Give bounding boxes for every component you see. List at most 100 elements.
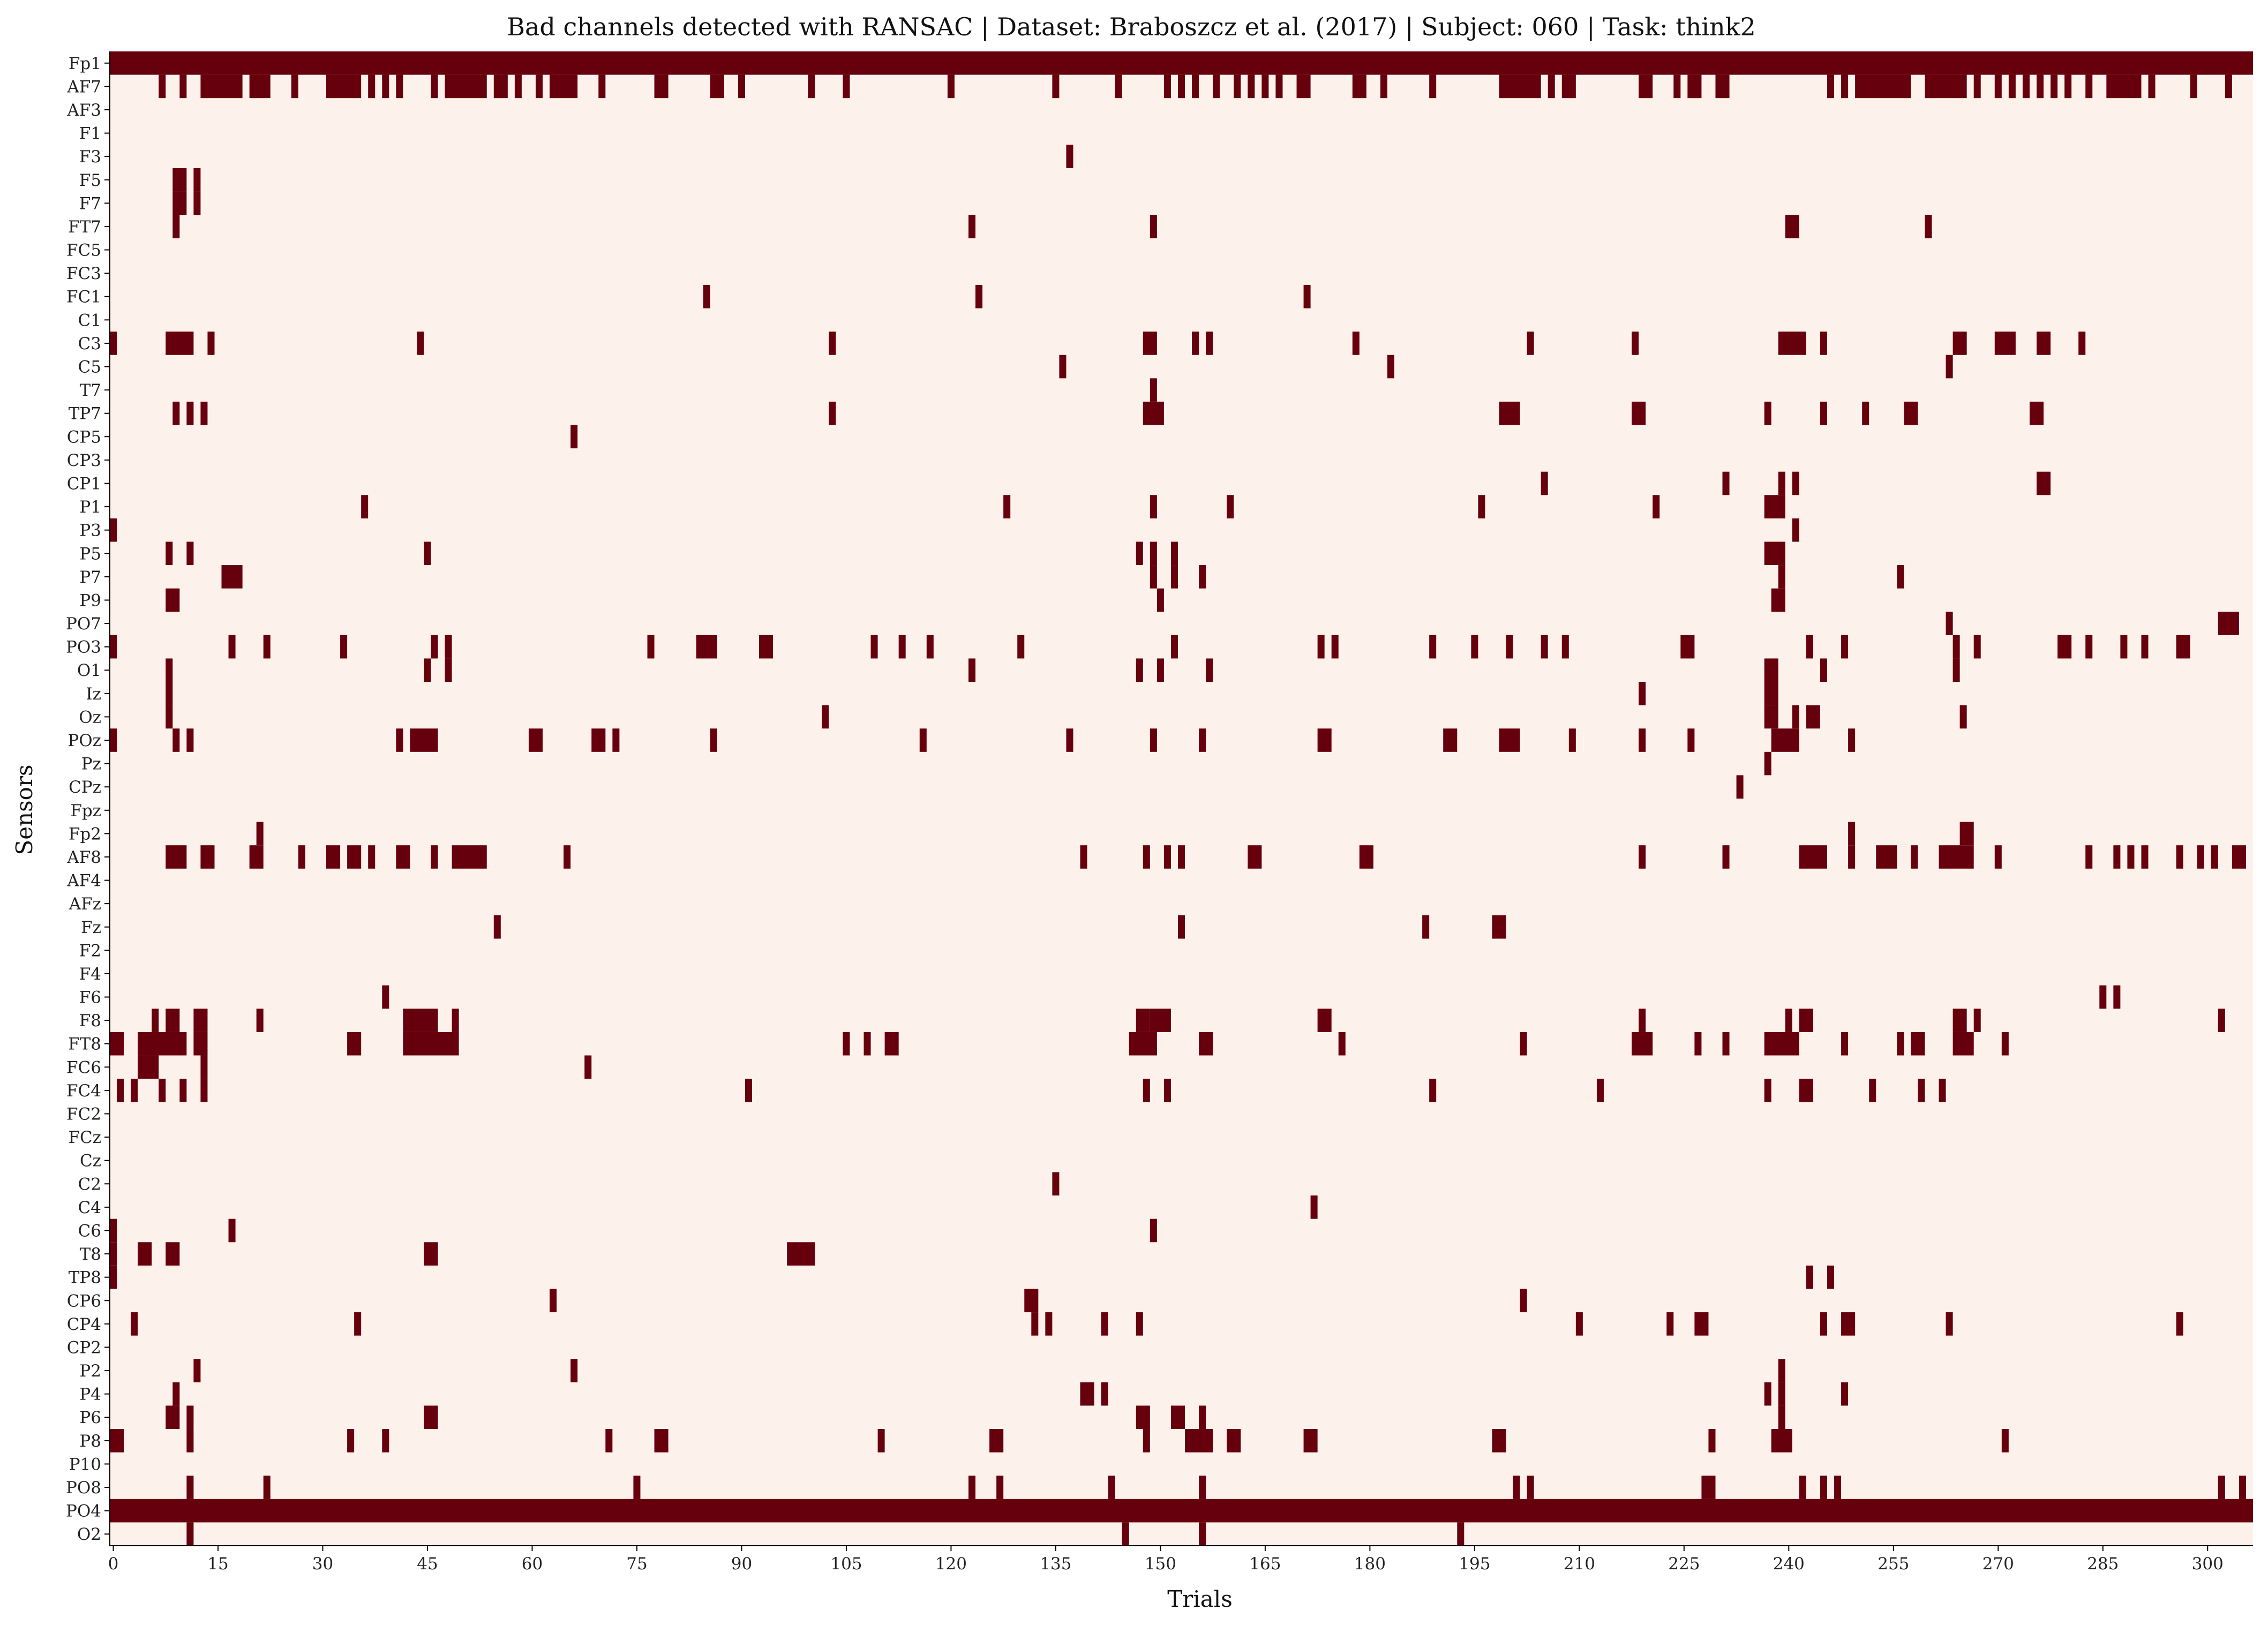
bad-cell-FT7 <box>1150 215 1157 238</box>
bad-cell-FT8 <box>193 1032 208 1056</box>
bad-cell-C3 <box>1632 332 1639 355</box>
bad-cell-C3 <box>1192 332 1199 355</box>
bad-cell-P9 <box>1156 588 1164 612</box>
bad-cell-TP7 <box>1862 401 1869 425</box>
sensor-label-C6: C6 <box>78 1221 101 1240</box>
bad-cell-P2 <box>570 1359 578 1382</box>
bad-cell-F8 <box>193 1009 208 1032</box>
bad-cell-Oz <box>1806 705 1820 729</box>
bad-cell-AF7 <box>1163 74 1171 99</box>
bad-cell-P8 <box>1303 1429 1318 1453</box>
bad-cell-CP6 <box>550 1289 557 1313</box>
bad-cell-FC4 <box>745 1079 752 1102</box>
x-tick-label: 105 <box>830 1554 862 1574</box>
bad-cell-PO8 <box>1199 1476 1206 1499</box>
bad-cell-AF7 <box>1715 74 1730 99</box>
bad-cell-PO3 <box>1973 635 1981 659</box>
sensor-label-FC3: FC3 <box>66 264 101 283</box>
bad-cell-Oz <box>1959 705 1967 729</box>
sensor-label-P3: P3 <box>79 521 101 540</box>
bad-cell-F8 <box>1317 1009 1332 1032</box>
bad-cell-AF7 <box>159 74 166 99</box>
bad-cell-AF7 <box>1234 74 1241 99</box>
bad-cell-AF8 <box>249 845 264 869</box>
bad-cell-PO3 <box>1170 635 1178 659</box>
sensor-tick-labels: Fp1 AF7 AF3 F1 F3 F5 F7 FT7 FC5 FC3 FC1 C1 C3 C5 T7 TP7… <box>66 54 110 1544</box>
x-tick-label: 150 <box>1145 1554 1176 1574</box>
bad-cell-P8 <box>1227 1429 1241 1453</box>
bad-cell-P7 <box>1778 565 1785 589</box>
bad-cell-POz <box>919 728 927 752</box>
sensor-label-F5: F5 <box>79 171 101 190</box>
bad-cell-FC4 <box>1918 1079 1925 1102</box>
bad-cell-C2 <box>1052 1172 1060 1196</box>
bad-cell-AF8 <box>1799 845 1828 869</box>
bad-cell-PO3 <box>2057 635 2072 659</box>
bad-cell-F8 <box>1952 1009 1967 1032</box>
bad-cell-FC4 <box>179 1079 187 1102</box>
bad-cell-POz <box>172 728 180 752</box>
bad-cell-AF7 <box>2036 74 2044 99</box>
sensor-label-POz: POz <box>67 731 101 750</box>
bad-cell-AF8 <box>2211 845 2218 869</box>
bad-cell-AF7 <box>1352 74 1366 99</box>
bad-cell-P1 <box>1227 495 1234 518</box>
x-tick-label: 255 <box>1878 1554 1909 1574</box>
bad-cell-AF7 <box>431 74 438 99</box>
sensor-label-P10: P10 <box>69 1455 101 1474</box>
bad-cell-P8 <box>1708 1429 1716 1453</box>
bad-cell-AF8 <box>1359 845 1373 869</box>
bad-cell-AF7 <box>179 74 187 99</box>
bad-cell-O1 <box>1206 658 1213 682</box>
sensor-label-P6: P6 <box>79 1408 101 1427</box>
bad-cell-O1 <box>1764 658 1778 682</box>
bad-cell-AF7 <box>1296 74 1311 99</box>
bad-cell-AF8 <box>431 845 438 869</box>
bad-cell-FT8 <box>1911 1032 1925 1056</box>
bad-cell-TP8 <box>1806 1265 1813 1289</box>
x-tick-label: 45 <box>417 1554 438 1574</box>
bad-cell-CP4 <box>131 1312 138 1336</box>
bad-cell-P5 <box>1136 541 1143 566</box>
bad-cell-PO3 <box>1317 635 1325 659</box>
bad-cell-TP8 <box>1827 1265 1835 1289</box>
bad-cell-AF8 <box>1939 845 1974 869</box>
bad-cell-FC4 <box>1939 1079 1946 1102</box>
bad-cell-Iz <box>1639 682 1646 705</box>
bad-cell-C3 <box>1352 332 1360 355</box>
bad-cell-FT8 <box>110 1032 124 1056</box>
x-tick-label: 300 <box>2192 1554 2224 1574</box>
bad-cell-PO8 <box>1108 1476 1115 1499</box>
bad-cell-AF7 <box>843 74 850 99</box>
trial-tick-labels: 0 15 30 45 60 75 90 105 120 135 150 165 180 195 210 225… <box>108 1546 2224 1574</box>
bad-cell-CP5 <box>570 425 578 449</box>
bad-cell-T8 <box>787 1242 815 1266</box>
bad-cell-C3 <box>1527 332 1534 355</box>
bad-cell-POz <box>1150 728 1157 752</box>
bad-cell-PO8 <box>1799 1476 1806 1499</box>
bad-cell-P4 <box>1764 1382 1771 1406</box>
bad-cell-F6 <box>2099 985 2107 1009</box>
plot-area <box>110 51 2253 1546</box>
bad-cell-AF8 <box>1080 845 1087 869</box>
bad-cell-P6 <box>1136 1405 1150 1430</box>
bad-cell-F6 <box>382 985 389 1009</box>
bad-cell-FC6 <box>584 1055 592 1079</box>
bad-cell-PO3 <box>228 635 236 659</box>
bad-cell-PO8 <box>633 1476 641 1499</box>
bad-cell-CP4 <box>1575 1312 1583 1336</box>
bad-cell-POz <box>110 728 117 752</box>
bad-cell-TP8 <box>110 1265 117 1289</box>
bad-cell-FT7 <box>172 215 180 238</box>
bad-cell-O1 <box>968 658 976 682</box>
x-tick-label: 165 <box>1249 1554 1281 1574</box>
bad-cell-TP7 <box>1904 401 1918 425</box>
bad-cell-AF8 <box>166 845 187 869</box>
bad-cell-AF7 <box>1855 74 1911 99</box>
bad-cell-AF7 <box>710 74 724 99</box>
bad-cell-AF8 <box>2176 845 2183 869</box>
bad-cell-C4 <box>1310 1195 1318 1219</box>
bad-cell-FC4 <box>159 1079 166 1102</box>
bad-cell-AF7 <box>1115 74 1122 99</box>
bad-cell-Iz <box>1764 682 1778 705</box>
